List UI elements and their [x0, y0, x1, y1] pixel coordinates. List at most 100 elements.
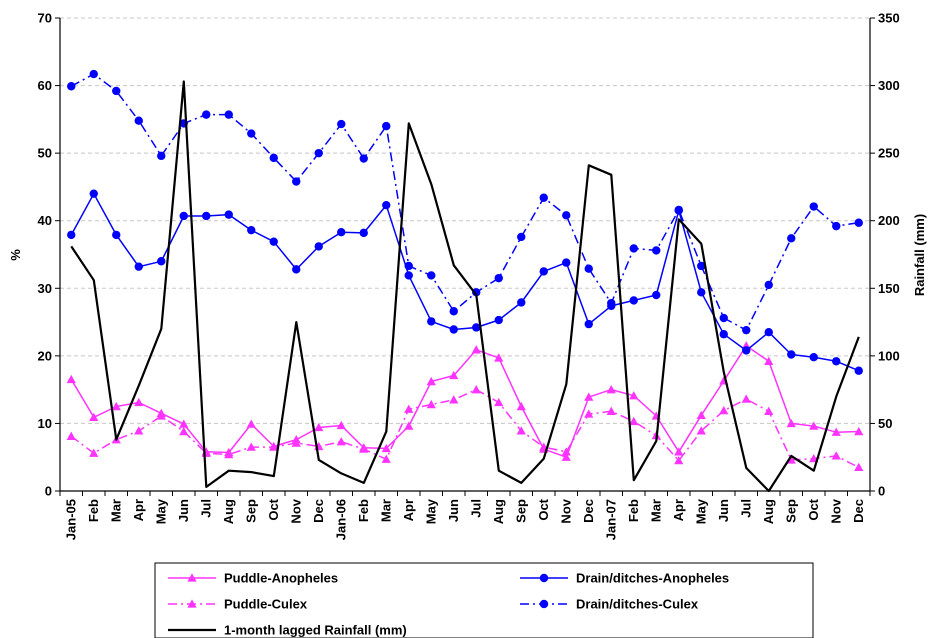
x-tick-label: Sep — [513, 499, 528, 523]
x-tick-label: Dec — [311, 499, 326, 523]
data-point — [66, 374, 76, 384]
data-point — [674, 205, 683, 215]
legend-entry: Drain/ditches-Culex — [520, 597, 699, 612]
x-tick-label: Jun — [446, 499, 461, 522]
data-point — [832, 221, 841, 231]
series-line — [70, 80, 860, 493]
y2-tick-label: 200 — [878, 213, 900, 228]
legend-box — [154, 562, 814, 638]
data-point — [561, 447, 571, 456]
data-point — [584, 409, 594, 418]
data-point — [764, 328, 773, 337]
data-point — [134, 116, 143, 125]
data-point — [247, 129, 256, 138]
data-point — [719, 313, 728, 323]
data-point — [674, 447, 684, 456]
data-point — [156, 411, 166, 420]
data-point — [404, 404, 414, 413]
x-tick-label: Jun — [716, 499, 731, 522]
x-tick-label: May — [693, 498, 708, 524]
data-point — [494, 397, 504, 407]
legend-label: Drain/ditches-Anopheles — [576, 571, 729, 586]
data-point — [89, 412, 99, 422]
data-point — [516, 426, 526, 435]
data-point — [652, 290, 661, 300]
data-point — [89, 448, 99, 457]
data-point — [696, 426, 706, 435]
data-point — [787, 350, 796, 359]
data-point — [517, 298, 526, 307]
data-point — [742, 325, 751, 335]
data-point — [112, 230, 121, 240]
data-point — [831, 451, 841, 460]
x-tick-label: Jul — [738, 499, 753, 518]
x-tick-label: Jan-05 — [63, 499, 78, 540]
legend-entry: Puddle-Culex — [168, 597, 308, 612]
x-tick-label: Feb — [356, 499, 371, 522]
data-point — [809, 421, 819, 430]
legend-marker — [187, 573, 197, 582]
data-point — [854, 462, 864, 472]
data-point — [89, 189, 98, 198]
legend-marker — [539, 599, 549, 609]
x-tick-label: Oct — [536, 498, 551, 520]
legend-label: Puddle-Anopheles — [224, 571, 338, 586]
data-point — [67, 82, 76, 91]
data-point — [652, 246, 661, 255]
data-point — [832, 357, 841, 366]
data-point — [629, 416, 639, 426]
data-point — [314, 242, 323, 251]
data-point — [561, 452, 571, 461]
data-point — [674, 455, 684, 465]
data-point — [606, 385, 616, 394]
data-point — [472, 323, 481, 332]
data-point — [359, 154, 368, 163]
y2-tick-label: 100 — [878, 348, 900, 363]
legend-marker — [539, 573, 549, 583]
x-tick-label: Sep — [243, 499, 258, 523]
data-point — [157, 151, 166, 161]
data-point — [787, 234, 796, 243]
data-point — [291, 438, 301, 447]
y2-tick-label: 250 — [878, 146, 900, 161]
data-point — [854, 366, 863, 375]
data-point — [764, 280, 773, 290]
data-point — [629, 391, 639, 400]
data-point — [472, 288, 481, 297]
data-point — [359, 444, 369, 453]
y-tick-label: 50 — [38, 146, 52, 161]
data-point — [224, 210, 233, 219]
y2-tick-label: 150 — [878, 281, 900, 296]
x-ticks: Jan-05 Feb Mar Apr May Jun Jul Aug Sep Oct Nov Dec J… — [59, 491, 871, 540]
data-point — [337, 119, 346, 129]
data-point — [607, 298, 616, 308]
legend-entry: Drain/ditches-Anopheles — [520, 571, 729, 586]
x-tick-label: Jul — [198, 499, 213, 518]
x-tick-label: Feb — [626, 499, 641, 522]
data-point — [202, 110, 211, 119]
data-point — [606, 406, 616, 415]
data-point — [719, 330, 728, 339]
x-tick-label: Nov — [558, 498, 573, 523]
x-tick-label: Oct — [806, 498, 821, 520]
data-point — [404, 261, 413, 271]
y-tick-label: 10 — [38, 416, 52, 431]
data-point — [337, 228, 346, 237]
x-tick-label: Mar — [648, 499, 663, 522]
data-point — [292, 265, 301, 274]
data-point — [494, 315, 503, 325]
data-point — [764, 356, 774, 365]
series-1-month-lagged-rainfall-mm — [70, 80, 860, 493]
data-point — [539, 193, 548, 202]
legend-label: Drain/ditches-Culex — [576, 597, 699, 612]
y2-tick-label: 300 — [878, 78, 900, 93]
data-point — [764, 406, 774, 415]
data-point — [246, 419, 256, 428]
data-point — [247, 225, 256, 235]
data-point — [854, 218, 863, 227]
data-point — [809, 202, 818, 211]
data-point — [112, 86, 121, 96]
x-tick-label: Feb — [86, 499, 101, 522]
data-point — [336, 420, 346, 430]
legend: Puddle-Anopheles Drain/ditches-Anopheles P… — [154, 562, 814, 638]
